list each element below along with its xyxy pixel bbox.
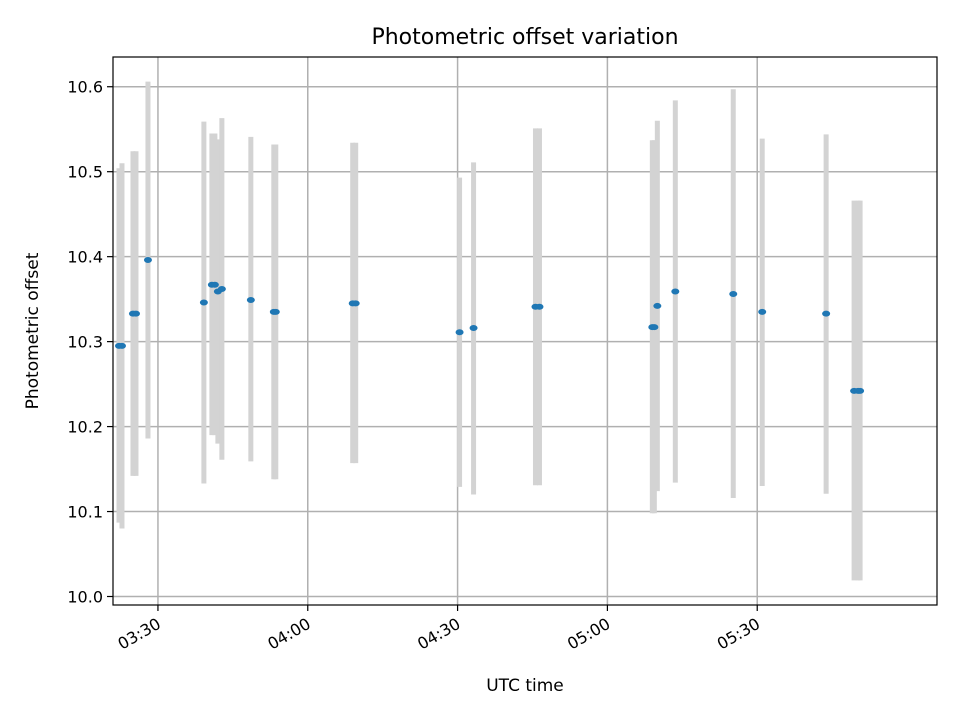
y-axis-label: Photometric offset bbox=[23, 252, 43, 409]
data-point bbox=[822, 310, 831, 317]
data-point bbox=[653, 302, 662, 309]
data-point bbox=[143, 257, 152, 264]
data-point bbox=[131, 310, 140, 317]
x-axis-label: UTC time bbox=[486, 676, 564, 696]
x-tick-label: 03:30 bbox=[115, 614, 164, 654]
y-tick-label: 10.4 bbox=[67, 248, 103, 267]
x-axis-ticks: 03:30 04:00 04:30 05:00 05:30 bbox=[115, 605, 763, 654]
data-point bbox=[199, 299, 208, 306]
data-point bbox=[210, 281, 219, 288]
data-point bbox=[217, 285, 226, 292]
y-tick-label: 10.3 bbox=[67, 333, 103, 352]
data-point bbox=[856, 387, 865, 394]
y-tick-label: 10.2 bbox=[67, 418, 103, 437]
data-points bbox=[114, 257, 865, 394]
data-point bbox=[246, 296, 255, 303]
chart-title: Photometric offset variation bbox=[371, 25, 678, 50]
y-axis-ticks: 10.0 10.1 10.2 10.3 10.4 10.5 10.6 bbox=[67, 78, 113, 607]
grid-lines bbox=[113, 57, 937, 605]
data-point bbox=[351, 300, 360, 307]
y-tick-label: 10.5 bbox=[67, 163, 103, 182]
y-tick-label: 10.6 bbox=[67, 78, 103, 97]
data-point bbox=[271, 308, 280, 315]
data-point bbox=[117, 342, 126, 349]
error-bars bbox=[116, 81, 863, 581]
data-point bbox=[671, 288, 680, 295]
x-tick-label: 04:00 bbox=[264, 614, 313, 654]
y-tick-label: 10.0 bbox=[67, 588, 103, 607]
y-tick-label: 10.1 bbox=[67, 503, 103, 522]
data-point bbox=[758, 308, 767, 315]
data-point bbox=[650, 324, 659, 331]
data-point bbox=[455, 329, 464, 336]
x-tick-label: 05:30 bbox=[714, 614, 763, 654]
x-tick-label: 05:00 bbox=[564, 614, 613, 654]
data-point bbox=[535, 303, 544, 310]
data-point bbox=[469, 325, 478, 332]
plot-frame bbox=[112, 56, 938, 606]
x-tick-label: 04:30 bbox=[414, 614, 463, 654]
data-point bbox=[729, 291, 738, 298]
